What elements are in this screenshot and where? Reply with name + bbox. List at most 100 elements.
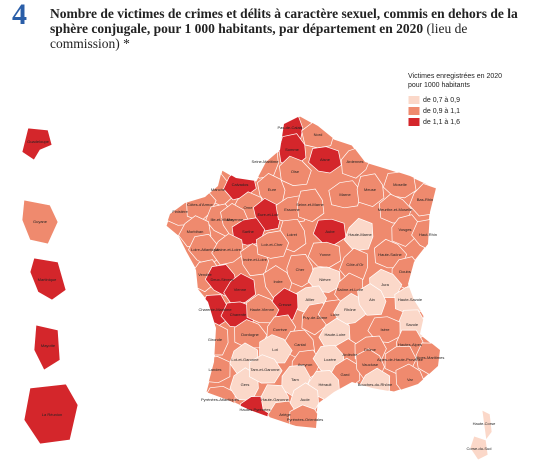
departement <box>415 342 440 376</box>
departement-label: Oise <box>291 169 300 174</box>
departement-label: Cher <box>296 267 305 272</box>
departement <box>223 273 256 306</box>
departement-label: Haut-Rhin <box>419 232 437 237</box>
departement-label: Mayotte <box>41 343 56 348</box>
title-normal: (lieu de commission) * <box>50 21 468 51</box>
departement-label: Côtes-d'Armor <box>187 202 213 207</box>
departement-labels: Pas-de-Calais Nord Somme Aisne Seine-Maritim… <box>27 125 496 451</box>
departement-label: Manche <box>211 187 226 192</box>
legend: Victimes enregistrées en 2020 pour 1000 h… <box>407 73 502 127</box>
departement-label: Gard <box>341 372 350 377</box>
departements-outre-mer <box>21 127 493 461</box>
departement-label: Jura <box>381 282 390 287</box>
departement-label: Loiret <box>287 232 298 237</box>
title: Nombre de victimes de crimes et délits à… <box>50 6 520 51</box>
departement-label: Bouches-du-Rhône <box>358 382 393 387</box>
departement-label: Loire <box>331 312 341 317</box>
departement-label: Nièvre <box>319 277 331 282</box>
departement <box>357 283 387 316</box>
departement-label: Marne <box>339 192 351 197</box>
departement <box>21 127 53 161</box>
departement-label: Ariège <box>279 412 291 417</box>
departement <box>278 133 307 167</box>
departement-label: Haute-Saône <box>378 252 402 257</box>
departement-label: Yonne <box>319 252 331 257</box>
departement <box>481 409 493 441</box>
departement-label: Var <box>407 377 414 382</box>
departement-label: Vienne <box>234 287 247 292</box>
departement-label: Hautes-Alpes <box>398 342 422 347</box>
departement-label: Guadeloupe <box>27 139 50 144</box>
departement-label: Tarn-et-Garonne <box>250 367 280 372</box>
departement-label: Aisne <box>320 157 331 162</box>
departement-label: Sarthe <box>242 229 255 234</box>
departement <box>307 241 342 268</box>
departement-label: Pyrénées-Atlantiques <box>201 397 239 402</box>
legend-swatch <box>407 117 421 127</box>
departement-label: Orne <box>244 205 254 210</box>
legend-swatch <box>407 106 421 116</box>
departement-label: Essonne <box>284 207 300 212</box>
departement-label: Vosges <box>398 227 411 232</box>
departement-label: Aveyron <box>298 362 313 367</box>
departement <box>469 435 489 461</box>
departement-label: Seine-et-Marne <box>296 202 324 207</box>
departement-label: Dordogne <box>241 332 259 337</box>
departement-label: Charente-Maritime <box>198 307 232 312</box>
legend-label: de 0,9 à 1,1 <box>423 108 460 115</box>
departement-label: Tarn <box>291 377 299 382</box>
departement <box>21 199 59 245</box>
departement-label: Eure-et-Loir <box>257 212 279 217</box>
legend-label: de 1,1 à 1,6 <box>423 119 460 126</box>
departement-label: Saône-et-Loire <box>337 287 364 292</box>
departement-label: Allier <box>306 297 316 302</box>
departement-label: Pyrénées-Orientales <box>287 417 323 422</box>
legend-swatch <box>407 95 421 105</box>
figure-number: 4 <box>12 0 27 31</box>
departement-label: Ardennes <box>346 159 363 164</box>
departement-label: Calvados <box>232 182 249 187</box>
departement-label: Aube <box>325 229 335 234</box>
departement-label: Eure <box>268 187 277 192</box>
departement <box>391 214 422 247</box>
departement-label: Aude <box>300 397 310 402</box>
departement-label: Vaucluse <box>362 362 379 367</box>
departement-label: Lozère <box>324 357 337 362</box>
departement-label: Somme <box>285 147 300 152</box>
departement-label: Puy-de-Dôme <box>303 315 328 320</box>
departement <box>33 324 61 371</box>
departement-label: Loire-Atlantique <box>191 247 220 252</box>
departement-label: Rhône <box>344 307 357 312</box>
departement <box>246 294 280 324</box>
departement-label: Gers <box>241 382 250 387</box>
departement-label: Hérault <box>319 382 333 387</box>
departement-label: Doubs <box>399 269 411 274</box>
departement-label: Nord <box>314 132 323 137</box>
departement-label: Drôme <box>364 347 377 352</box>
departement-label: Alpes-de-Haute-Provence <box>377 357 424 362</box>
departement-label: Maine-et-Loire <box>215 247 242 252</box>
departement-label: Haute-Marne <box>348 232 372 237</box>
departement-label: Hautes-Pyrénées <box>240 407 271 412</box>
departement-label: La Réunion <box>42 412 62 417</box>
departement-label: Vendée <box>198 272 212 277</box>
departement <box>296 188 325 223</box>
departement-label: Landes <box>208 367 221 372</box>
departement-label: Savoie <box>406 322 419 327</box>
departement-label: Lot <box>272 347 278 352</box>
departement <box>279 155 312 186</box>
departement-label: Corse-du-Sud <box>467 446 492 451</box>
departement <box>249 354 283 384</box>
departement-label: Gironde <box>208 337 223 342</box>
departement <box>23 383 79 445</box>
departement-label: Pas-de-Calais <box>277 125 302 130</box>
departement-label: Moselle <box>393 182 408 187</box>
departement <box>29 257 67 301</box>
departement-label: Meuse <box>364 187 377 192</box>
departement-label: Haute-Garonne <box>261 397 289 402</box>
departement-label: Indre <box>273 279 283 284</box>
departement-label: Seine-Maritime <box>252 159 280 164</box>
departement-label: Haute-Corse <box>473 421 496 426</box>
